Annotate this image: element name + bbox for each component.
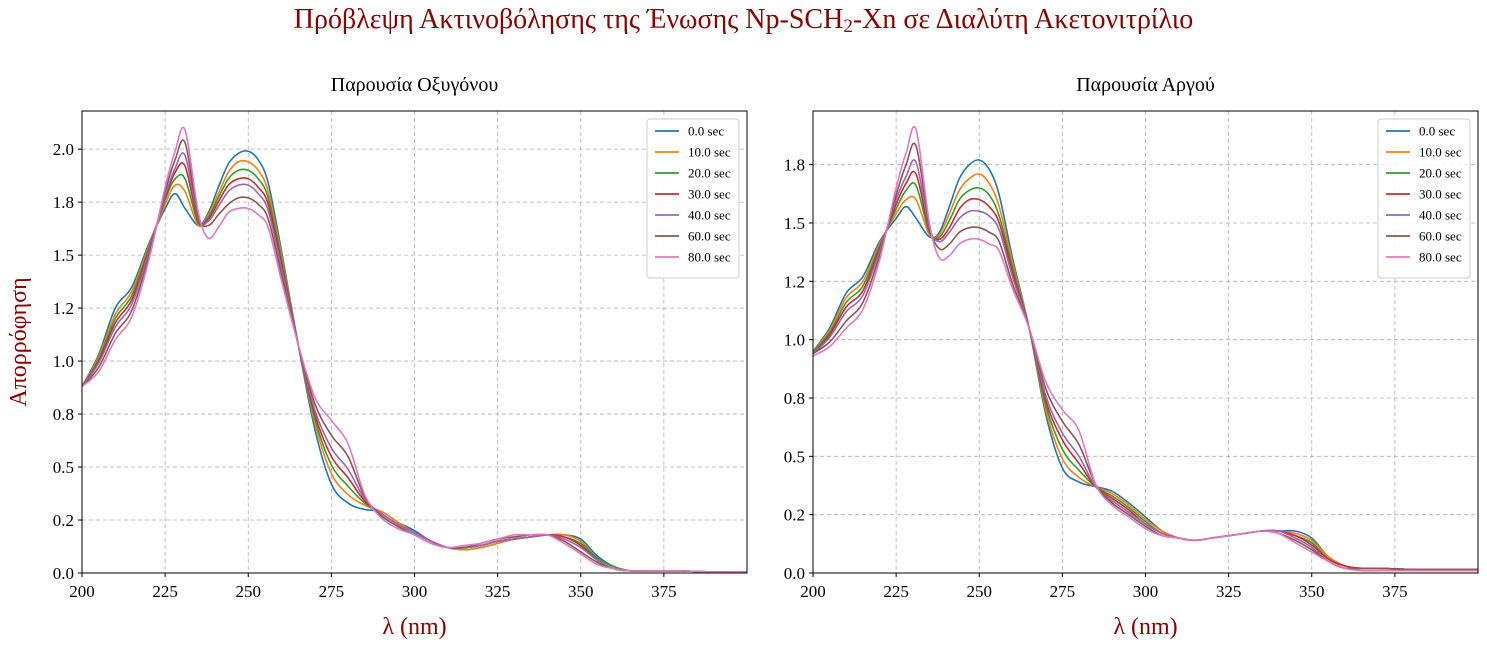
series-line — [813, 173, 1478, 571]
x-tick-label: 275 — [319, 582, 345, 601]
x-axis-label: λ (nm) — [382, 614, 446, 640]
x-tick-label: 250 — [236, 582, 262, 601]
series-line — [813, 182, 1478, 571]
legend-label: 10.0 sec — [1419, 145, 1462, 160]
y-tick-label: 0.0 — [53, 564, 74, 583]
x-tick-label: 250 — [967, 582, 993, 601]
legend-label: 30.0 sec — [688, 187, 731, 202]
series-line — [82, 162, 747, 573]
legend-label: 0.0 sec — [1419, 124, 1455, 139]
figure-title-suffix: -Xn σε Διαλύτη Ακετονιτρίλιο — [852, 4, 1194, 35]
legend-label: 60.0 sec — [688, 229, 731, 244]
subplot-title: Παρουσία Αργού — [1076, 74, 1215, 96]
series-line — [82, 159, 747, 573]
x-tick-label: 200 — [69, 582, 95, 601]
y-tick-label: 2.0 — [53, 140, 74, 159]
series-line — [82, 168, 747, 573]
legend-label: 20.0 sec — [688, 166, 731, 181]
series-line — [813, 126, 1478, 572]
x-tick-label: 200 — [800, 582, 826, 601]
legend-label: 0.0 sec — [688, 124, 724, 139]
x-tick-label: 300 — [1133, 582, 1159, 601]
series-line — [813, 142, 1478, 571]
legend-label: 40.0 sec — [1419, 208, 1462, 223]
y-tick-label: 1.8 — [784, 156, 805, 175]
y-tick-label: 0.8 — [784, 389, 805, 408]
chart-panel-1: 200 225 250 275 300 325 350 375 0.0 0.2 0.5 0.8 1.0 1… — [6, 74, 748, 640]
legend: 0.0 sec 10.0 sec 20.0 sec 30.0 sec 40.0 sec 6… — [1377, 118, 1471, 279]
series-line — [82, 152, 747, 573]
series-line — [82, 150, 747, 573]
x-tick-label: 350 — [1299, 582, 1325, 601]
legend-label: 30.0 sec — [1419, 187, 1462, 202]
y-tick-label: 0.8 — [53, 405, 74, 424]
legend-label: 60.0 sec — [1419, 229, 1462, 244]
x-tick-label: 275 — [1050, 582, 1076, 601]
figure-title: Πρόβλεψη Ακτινοβόλησης της Ένωσης Np-SCH… — [0, 4, 1487, 38]
x-tick-label: 350 — [568, 582, 594, 601]
y-tick-label: 0.5 — [784, 447, 805, 466]
x-tick-label: 225 — [883, 582, 909, 601]
y-tick-label: 0.5 — [53, 458, 74, 477]
x-tick-label: 375 — [1382, 582, 1408, 601]
legend-label: 20.0 sec — [1419, 166, 1462, 181]
y-tick-label: 1.0 — [53, 352, 74, 371]
legend-label: 40.0 sec — [688, 208, 731, 223]
x-tick-label: 300 — [402, 582, 428, 601]
legend-label: 80.0 sec — [1419, 250, 1462, 265]
chart-panel-2: 200 225 250 275 300 325 350 375 0.0 0.2 0.5 0.8 1.0 1… — [784, 74, 1479, 640]
y-tick-label: 1.0 — [784, 331, 805, 350]
legend: 0.0 sec 10.0 sec 20.0 sec 30.0 sec 40.0 sec 6… — [646, 118, 740, 279]
y-tick-label: 0.0 — [784, 564, 805, 583]
y-tick-label: 1.2 — [53, 299, 74, 318]
x-axis-label: λ (nm) — [1113, 614, 1177, 640]
y-tick-label: 0.2 — [784, 506, 805, 525]
legend-box — [646, 118, 740, 279]
figure-title-subscript: 2 — [843, 16, 853, 37]
legend-label: 80.0 sec — [688, 250, 731, 265]
series-line — [813, 159, 1478, 571]
series-group — [82, 126, 747, 573]
series-line — [813, 170, 1478, 571]
x-tick-label: 325 — [485, 582, 511, 601]
y-tick-label: 0.2 — [53, 511, 74, 530]
figure-title-prefix: Πρόβλεψη Ακτινοβόλησης της Ένωσης Np-SCH — [293, 4, 844, 35]
y-axis-label: Απορρόφηση — [6, 277, 32, 406]
x-tick-label: 225 — [152, 582, 178, 601]
series-line — [813, 159, 1478, 571]
y-tick-label: 1.2 — [784, 272, 805, 291]
x-tick-label: 325 — [1216, 582, 1242, 601]
y-tick-label: 1.5 — [784, 214, 805, 233]
subplot-title: Παρουσία Οξυγόνου — [331, 74, 499, 96]
legend-label: 10.0 sec — [688, 145, 731, 160]
y-tick-label: 1.8 — [53, 193, 74, 212]
series-line — [82, 139, 747, 573]
y-tick-label: 1.5 — [53, 246, 74, 265]
series-line — [82, 126, 747, 573]
legend-box — [1377, 118, 1471, 279]
series-group — [813, 126, 1478, 572]
x-tick-label: 375 — [651, 582, 677, 601]
